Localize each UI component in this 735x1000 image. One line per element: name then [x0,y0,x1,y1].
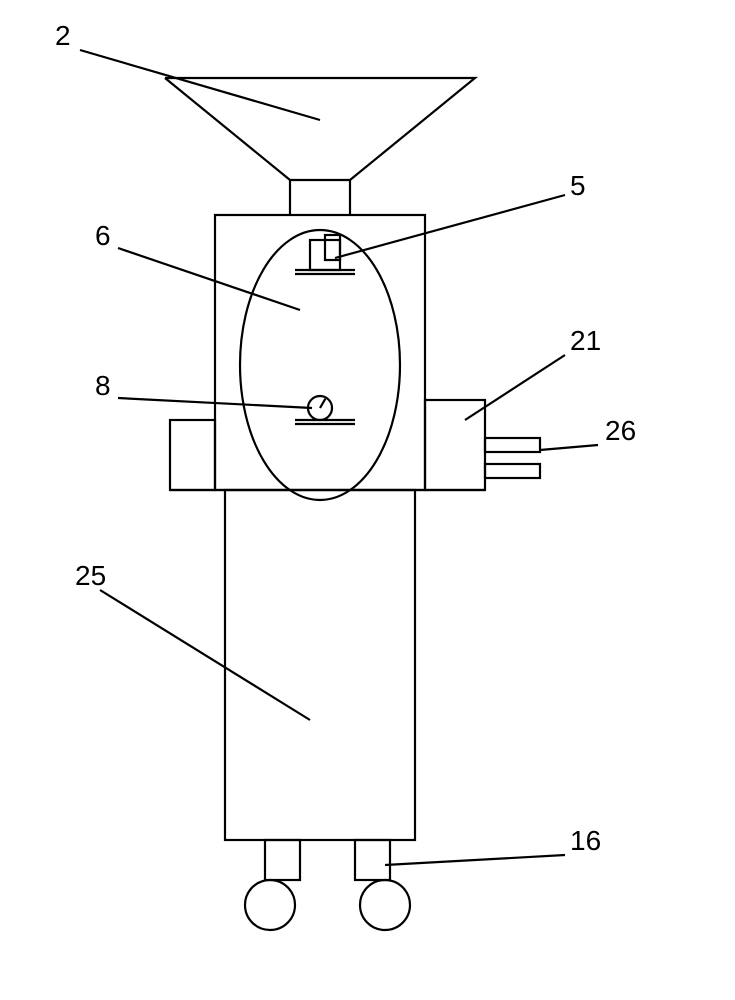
label-2: 2 [55,20,71,51]
leader-16 [385,855,565,865]
label-6: 6 [95,220,111,251]
leader-2 [80,50,320,120]
label-5: 5 [570,170,586,201]
label-8: 8 [95,370,111,401]
side-plate-left [170,420,215,490]
label-texts: 256816212526 [55,20,636,856]
leader-21 [465,355,565,420]
body-25 [225,490,415,840]
label-16: 16 [570,825,601,856]
wheel-right [360,880,410,930]
upper-housing [215,215,425,490]
label-26: 26 [605,415,636,446]
device-drawing [165,78,540,930]
leg-left [265,840,300,880]
label-25: 25 [75,560,106,591]
label-21: 21 [570,325,601,356]
leader-26 [540,445,598,450]
slot-26-top [485,438,540,452]
leader-5 [335,195,565,258]
wheel-left [245,880,295,930]
leader-lines [80,50,598,865]
slot-26-bottom [485,464,540,478]
leg-right-16 [355,840,390,880]
dial-needle [320,399,325,408]
leader-25 [100,590,310,720]
patent-figure: 256816212526 [0,0,735,1000]
funnel [165,78,475,180]
